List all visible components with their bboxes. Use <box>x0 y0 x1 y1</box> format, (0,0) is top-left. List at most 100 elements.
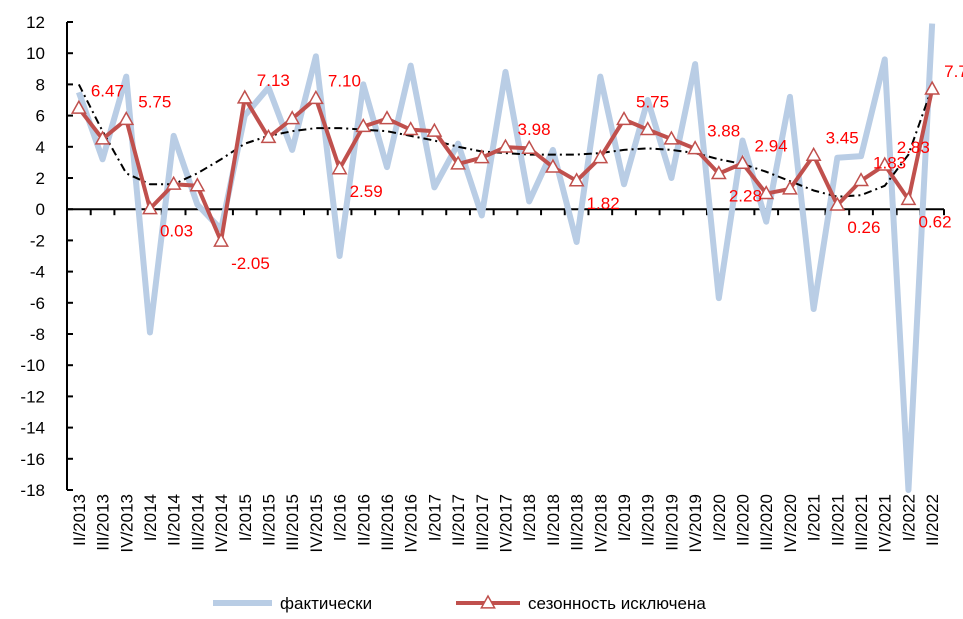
x-tick-label: IV/2013 <box>117 494 136 553</box>
x-tick-label: I/2015 <box>236 494 255 541</box>
y-tick-label: 0 <box>36 200 45 219</box>
data-label: 5.75 <box>138 93 171 112</box>
point-marker <box>331 160 348 175</box>
x-tick-label: IV/2016 <box>402 494 421 553</box>
x-tick-label: II/2013 <box>70 494 89 546</box>
point-marker <box>497 138 514 153</box>
x-tick-label: IV/2020 <box>781 494 800 553</box>
y-tick-label: -6 <box>30 294 45 313</box>
y-tick-label: 10 <box>26 44 45 63</box>
x-tick-label: I/2020 <box>710 494 729 541</box>
x-tick-label: IV/2015 <box>307 494 326 553</box>
point-marker <box>236 89 253 104</box>
data-label: 0.62 <box>918 213 951 232</box>
x-tick-label: III/2019 <box>662 494 681 551</box>
point-marker <box>142 200 158 215</box>
legend-label: сезонность исключена <box>528 594 706 613</box>
y-tick-label: -18 <box>20 481 45 500</box>
point-marker <box>900 190 917 206</box>
point-marker <box>355 117 372 133</box>
x-tick-label: IV/2017 <box>497 494 516 553</box>
data-label: -2.05 <box>231 254 270 273</box>
y-tick-label: 6 <box>36 107 45 126</box>
x-tick-label: II/2016 <box>354 494 373 546</box>
y-tick-label: -2 <box>30 231 45 250</box>
x-tick-label: I/2016 <box>331 494 350 541</box>
point-marker <box>876 156 893 171</box>
data-label: 7.10 <box>328 71 361 90</box>
x-tick-label: IV/2021 <box>876 494 895 553</box>
y-tick-label: -4 <box>30 263 45 282</box>
point-marker <box>829 196 846 211</box>
data-label: 2.83 <box>897 138 930 157</box>
point-marker <box>592 149 609 164</box>
x-tick-label: II/2020 <box>734 494 753 546</box>
x-tick-label: II/2018 <box>544 494 563 546</box>
point-marker <box>70 99 87 114</box>
data-label: 3.88 <box>707 122 740 141</box>
y-tick-label: -16 <box>20 450 45 469</box>
point-marker <box>924 80 941 95</box>
y-tick-label: 4 <box>36 138 45 157</box>
x-tick-label: I/2018 <box>520 494 539 541</box>
data-label: 3.45 <box>826 128 859 147</box>
point-marker <box>663 130 680 145</box>
data-label: 7.13 <box>257 71 290 90</box>
point-marker <box>616 110 632 126</box>
point-marker <box>687 140 704 155</box>
x-tick-label: I/2017 <box>425 494 444 541</box>
data-label: 3.98 <box>518 120 551 139</box>
data-label: 2.28 <box>729 187 762 206</box>
x-tick-label: I/2021 <box>805 494 824 541</box>
x-tick-label: III/2017 <box>473 494 492 551</box>
x-tick-label: III/2014 <box>188 494 207 551</box>
x-tick-label: III/2020 <box>757 494 776 551</box>
point-marker <box>426 122 443 137</box>
x-tick-label: I/2019 <box>615 494 634 541</box>
x-tick-label: III/2021 <box>852 494 871 551</box>
x-tick-label: I/2014 <box>141 494 160 541</box>
x-tick-label: II/2019 <box>639 494 658 546</box>
point-marker <box>118 110 135 126</box>
point-marker <box>758 185 775 200</box>
legend-label: фактически <box>280 594 372 613</box>
data-label: 0.26 <box>847 218 880 237</box>
x-tick-label: II/2015 <box>259 494 278 546</box>
x-tick-label: III/2015 <box>283 494 302 551</box>
x-tick-label: II/2021 <box>828 494 847 546</box>
y-tick-label: -10 <box>20 356 45 375</box>
y-tick-label: 12 <box>26 13 45 32</box>
point-marker <box>734 154 751 169</box>
point-marker <box>379 110 395 125</box>
y-tick-label: 8 <box>36 75 45 94</box>
point-marker <box>307 89 324 105</box>
x-tick-label: II/2017 <box>449 494 468 546</box>
legend-marker <box>480 594 496 609</box>
data-label: 7.7 <box>944 62 963 81</box>
data-label: 1.82 <box>587 194 620 213</box>
point-marker <box>544 158 561 173</box>
data-label: 2.59 <box>350 182 383 201</box>
series-line <box>76 23 936 493</box>
point-marker <box>568 172 585 187</box>
point-marker <box>805 146 822 162</box>
data-label: 6.47 <box>91 81 124 100</box>
y-tick-label: 2 <box>36 169 45 188</box>
x-tick-label: III/2018 <box>568 494 587 551</box>
data-label: 0.03 <box>160 222 193 241</box>
x-tick-label: III/2013 <box>94 494 113 551</box>
y-tick-label: -12 <box>20 387 45 406</box>
point-marker <box>260 128 277 144</box>
x-tick-label: IV/2018 <box>591 494 610 553</box>
point-marker <box>94 130 111 145</box>
point-marker <box>165 175 182 190</box>
point-marker <box>402 121 419 136</box>
x-tick-label: II/2014 <box>165 494 184 546</box>
point-marker <box>189 177 206 192</box>
data-label: 5.75 <box>636 93 669 112</box>
point-marker <box>853 172 869 187</box>
x-tick-label: III/2016 <box>378 494 397 551</box>
data-label: 1.83 <box>873 154 906 173</box>
x-tick-label: II/2022 <box>923 494 942 546</box>
